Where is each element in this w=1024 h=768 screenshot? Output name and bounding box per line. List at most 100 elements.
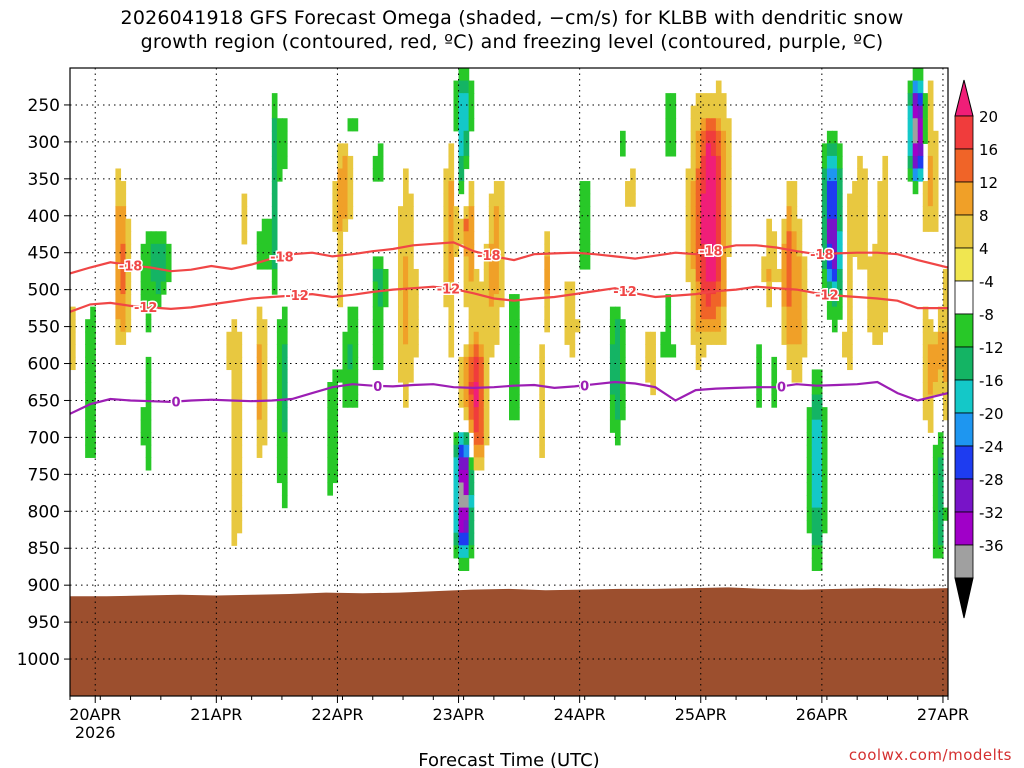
omega-cell xyxy=(145,306,152,320)
omega-cell xyxy=(922,93,929,107)
omega-cell xyxy=(609,382,616,396)
omega-cell xyxy=(372,168,379,182)
colorbar-segment xyxy=(954,115,974,150)
omega-cell xyxy=(705,130,712,144)
omega-cell xyxy=(483,331,490,345)
omega-cell xyxy=(165,256,172,270)
contour-label: -18 xyxy=(477,249,501,264)
omega-cell xyxy=(70,306,76,320)
omega-cell xyxy=(473,369,480,383)
omega-cell xyxy=(488,319,495,333)
colorbar-label: -32 xyxy=(979,504,1004,522)
omega-cell xyxy=(932,344,939,358)
omega-cell xyxy=(261,382,268,396)
omega-cell xyxy=(372,281,379,295)
omega-cell xyxy=(725,231,732,245)
x-axis-label: Forecast Time (UTC) xyxy=(418,750,599,768)
colorbar-label: -36 xyxy=(979,537,1004,555)
omega-cell xyxy=(584,218,591,232)
x-tick-label: 27APR xyxy=(917,705,969,724)
omega-cell xyxy=(256,319,263,333)
omega-cell xyxy=(917,155,924,170)
omega-cell xyxy=(796,344,803,358)
omega-cell xyxy=(766,243,772,257)
omega-cell xyxy=(710,231,717,245)
omega-cell xyxy=(831,206,838,220)
omega-cell xyxy=(85,344,91,358)
omega-cell xyxy=(458,68,465,82)
colorbar-segment xyxy=(954,445,974,480)
omega-cell xyxy=(448,243,455,257)
x-tick-label: 22APR xyxy=(311,705,363,724)
omega-cell xyxy=(266,243,273,257)
omega-cell xyxy=(468,93,475,107)
omega-cell xyxy=(473,331,480,345)
y-tick-label: 800 xyxy=(28,502,60,522)
omega-cell xyxy=(453,444,460,458)
omega-cell xyxy=(700,206,707,220)
omega-cell xyxy=(690,193,697,207)
omega-cell xyxy=(261,356,268,371)
omega-cell xyxy=(665,105,672,119)
omega-cell xyxy=(145,356,152,371)
omega-cell xyxy=(801,268,808,283)
omega-cell xyxy=(796,356,803,371)
omega-cell xyxy=(690,206,697,220)
omega-cell xyxy=(882,155,889,170)
omega-cell xyxy=(377,356,384,371)
colorbar-segment xyxy=(954,412,974,447)
omega-cell xyxy=(473,432,480,446)
omega-cell xyxy=(372,294,379,308)
omega-cell xyxy=(725,168,732,182)
omega-cell xyxy=(140,294,147,308)
omega-cell xyxy=(483,319,490,333)
omega-cell xyxy=(453,243,460,257)
omega-cell xyxy=(877,231,884,245)
omega-cell xyxy=(458,369,465,383)
omega-cell xyxy=(670,105,677,119)
omega-cell xyxy=(882,218,889,232)
omega-cell xyxy=(468,344,475,358)
omega-cell xyxy=(564,331,571,345)
omega-cell xyxy=(927,344,934,358)
omega-cell xyxy=(448,256,455,270)
omega-cell xyxy=(236,344,243,358)
omega-cell xyxy=(690,319,697,333)
omega-cell xyxy=(493,243,500,257)
omega-cell xyxy=(665,319,672,333)
omega-cell xyxy=(276,344,283,358)
colorbar-label: 8 xyxy=(979,207,989,225)
omega-cell xyxy=(796,306,803,320)
omega-cell xyxy=(493,281,500,295)
omega-cell xyxy=(710,181,717,195)
omega-cell xyxy=(801,294,808,308)
omega-cell xyxy=(463,469,470,484)
omega-cell xyxy=(281,331,288,345)
omega-cell xyxy=(620,319,626,333)
omega-cell xyxy=(705,118,712,132)
omega-cell xyxy=(609,407,616,421)
omega-cell xyxy=(852,206,858,220)
contour-label: -12 xyxy=(815,288,839,303)
omega-cell xyxy=(403,344,409,358)
omega-cell xyxy=(115,306,122,320)
omega-cell xyxy=(493,268,500,283)
omega-cell xyxy=(826,168,833,182)
credit-link[interactable]: coolwx.com/modelts xyxy=(848,746,1012,764)
omega-cell xyxy=(831,306,838,320)
omega-cell xyxy=(115,168,122,182)
omega-cell xyxy=(458,181,465,195)
omega-cell xyxy=(488,268,495,283)
omega-cell xyxy=(811,382,818,396)
omega-cell xyxy=(690,105,697,119)
omega-cell xyxy=(90,319,96,333)
omega-cell xyxy=(473,394,480,408)
colorbar-label: 20 xyxy=(979,108,998,126)
omega-cell xyxy=(816,419,823,433)
contour-label: -18 xyxy=(270,250,294,265)
omega-cell xyxy=(281,344,288,358)
omega-cell xyxy=(468,331,475,345)
omega-cell xyxy=(458,532,465,546)
omega-cell xyxy=(857,243,863,257)
omega-cell xyxy=(468,105,475,119)
